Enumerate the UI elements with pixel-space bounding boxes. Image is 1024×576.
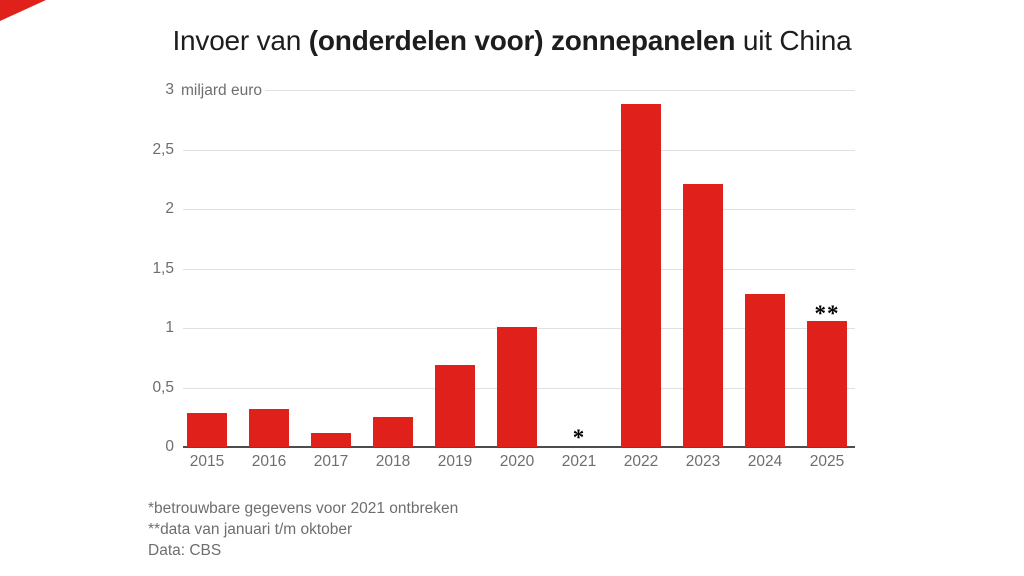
annotation-2025: ** <box>814 300 840 326</box>
bar-2019 <box>435 364 475 447</box>
y-tick-label: 0 <box>165 438 174 455</box>
chart-title-bold: (onderdelen voor) zonnepanelen <box>308 25 736 56</box>
x-tick-label-2019: 2019 <box>437 453 473 470</box>
footnote-2021: *betrouwbare gegevens voor 2021 ontbreke… <box>148 500 459 517</box>
y-tick-label: 2,5 <box>152 140 174 158</box>
chart-title-suffix: uit China <box>735 25 852 56</box>
bar-2022 <box>621 104 661 447</box>
chart-title-prefix: Invoer van <box>172 25 309 56</box>
y-tick-label: 0,5 <box>152 378 174 396</box>
y-axis-unit-label: miljard euro <box>181 82 262 99</box>
gridline-1,5 <box>183 268 855 270</box>
gridline-2 <box>183 209 855 210</box>
bar-chart-plot-area <box>183 90 855 448</box>
y-tick-label: 1 <box>165 319 174 336</box>
bar-2023 <box>683 184 723 447</box>
x-tick-label-2015: 2015 <box>189 453 225 470</box>
gridline-3 <box>265 90 855 91</box>
bar-2018 <box>373 417 413 447</box>
x-tick-label-2021: 2021 <box>561 453 597 470</box>
corner-ribbon-icon <box>0 0 46 21</box>
y-tick-label: 3 <box>165 81 174 98</box>
gridline-2,5 <box>183 149 855 151</box>
chart-footnotes: *betrouwbare gegevens voor 2021 ontbreke… <box>148 498 458 561</box>
bar-2016 <box>249 408 289 447</box>
x-tick-label-2020: 2020 <box>499 453 535 470</box>
x-axis-line <box>183 446 855 448</box>
x-tick-label-2023: 2023 <box>685 453 721 470</box>
chart-title: Invoer van (onderdelen voor) zonnepanele… <box>0 24 1024 58</box>
x-tick-label-2018: 2018 <box>375 453 411 470</box>
x-tick-label-2022: 2022 <box>623 453 659 470</box>
data-source: Data: CBS <box>148 542 222 559</box>
x-tick-label-2016: 2016 <box>251 453 287 470</box>
y-tick-label: 1,5 <box>152 259 174 277</box>
x-tick-label-2017: 2017 <box>313 453 349 470</box>
footnote-2025: **data van januari t/m oktober <box>148 521 353 538</box>
x-tick-label-2024: 2024 <box>747 453 783 470</box>
bar-2017 <box>311 432 351 447</box>
bar-2020 <box>497 326 537 447</box>
bar-2024 <box>745 293 785 447</box>
y-tick-label: 2 <box>165 200 174 217</box>
x-tick-label-2025: 2025 <box>809 453 845 470</box>
annotation-2021: * <box>572 425 586 450</box>
bar-2015 <box>187 412 227 447</box>
bar-2025 <box>807 320 847 447</box>
